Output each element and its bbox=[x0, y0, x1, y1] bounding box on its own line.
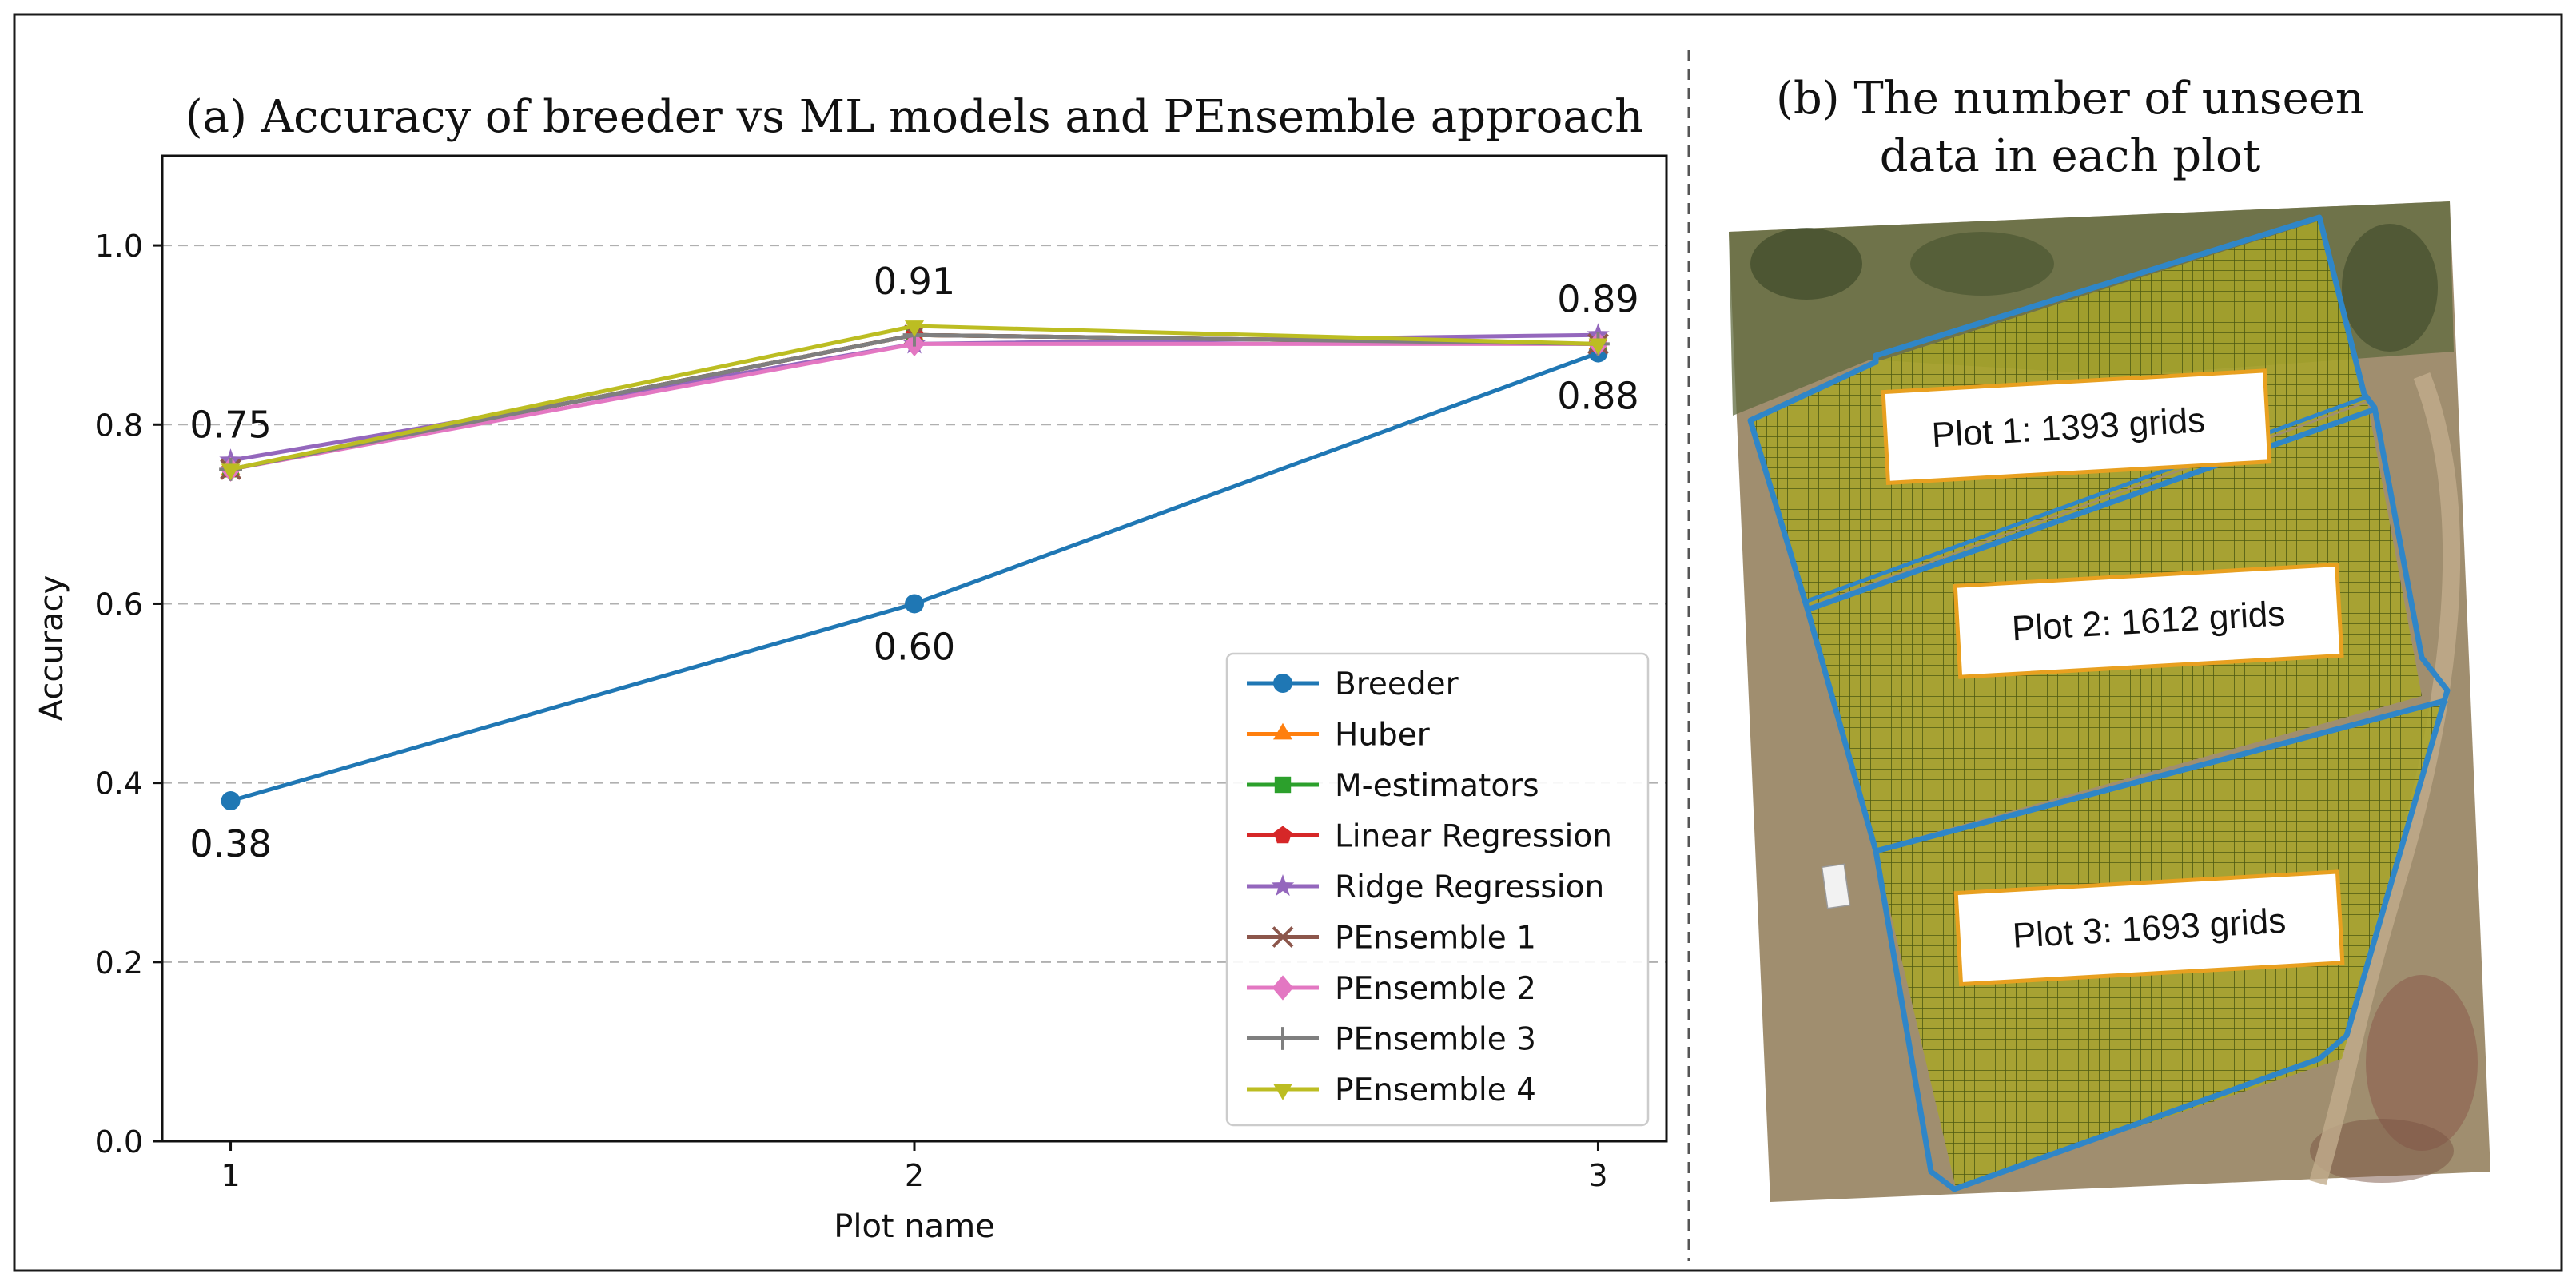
data-label: 0.88 bbox=[1557, 375, 1638, 418]
y-tick-label: 0.4 bbox=[95, 766, 143, 802]
y-axis: 0.0 0.2 0.4 0.6 0.8 1.0 bbox=[95, 229, 162, 1160]
field-divider-2 bbox=[1875, 697, 2448, 854]
data-label: 0.38 bbox=[189, 822, 271, 865]
plot-3-label-box: Plot 3: 1693 grids bbox=[1953, 869, 2345, 987]
x-tick-label: 1 bbox=[221, 1158, 240, 1193]
field-divider-1 bbox=[1806, 407, 2375, 613]
plot-1-label-bg bbox=[1881, 368, 2272, 486]
legend: Breeder Huber M-estimators Linear Regressio… bbox=[1225, 652, 1650, 1127]
x-axis-label: Plot name bbox=[834, 1208, 995, 1245]
plot-2-label-box: Plot 2: 1612 grids bbox=[1953, 562, 2344, 679]
y-tick-label: 0.6 bbox=[95, 587, 143, 622]
legend-label: Ridge Regression bbox=[1335, 869, 1604, 905]
data-label: 0.60 bbox=[874, 625, 955, 668]
panel-b: (b) The number of unseen data in each pl… bbox=[1729, 73, 2490, 1202]
data-point-9-2 bbox=[905, 320, 924, 337]
data-label: 0.89 bbox=[1557, 277, 1638, 320]
shed bbox=[1821, 863, 1851, 909]
legend-label: M-estimators bbox=[1335, 768, 1539, 804]
panel-a: (a) Accuracy of breeder vs ML models and… bbox=[34, 91, 1668, 1245]
x-tick-label: 2 bbox=[905, 1158, 924, 1193]
tree-cluster bbox=[1910, 232, 2054, 296]
soil-patch bbox=[2366, 975, 2478, 1151]
x-tick-label: 3 bbox=[1588, 1158, 1607, 1193]
legend-label: Huber bbox=[1335, 718, 1431, 754]
panel-b-title-line1: (b) The number of unseen bbox=[1776, 73, 2364, 125]
y-tick-label: 1.0 bbox=[95, 229, 143, 264]
data-label: 0.91 bbox=[874, 260, 955, 303]
panel-b-title-line2: data in each plot bbox=[1880, 130, 2261, 182]
field-outline bbox=[1747, 214, 2451, 1192]
legend-marker bbox=[1273, 674, 1292, 693]
data-label: 0.75 bbox=[189, 403, 271, 446]
plot-2-label-bg bbox=[1953, 562, 2344, 679]
y-tick-label: 0.8 bbox=[95, 408, 143, 443]
legend-marker bbox=[1273, 722, 1292, 740]
y-tick-label: 0.2 bbox=[95, 945, 143, 981]
data-annotations: 0.75 0.91 0.89 0.38 0.60 0.88 bbox=[189, 260, 1638, 865]
legend-label: PEnsemble 4 bbox=[1335, 1072, 1536, 1108]
soil-patch bbox=[2310, 1119, 2454, 1183]
aerial-field-image: Plot 1: 1393 grids Plot 2: 1612 grids Pl… bbox=[1729, 201, 2490, 1202]
tree-cluster bbox=[1750, 228, 1862, 300]
plot-3-label-bg bbox=[1953, 869, 2345, 987]
data-point-9-1 bbox=[221, 463, 241, 481]
x-axis: 1 2 3 bbox=[221, 1141, 1608, 1193]
chart-series bbox=[219, 320, 1610, 811]
legend-box bbox=[1225, 652, 1650, 1127]
legend-marker bbox=[1271, 1027, 1295, 1050]
legend-marker bbox=[1272, 926, 1294, 948]
legend-label: PEnsemble 1 bbox=[1335, 921, 1536, 957]
legend-marker bbox=[1273, 826, 1292, 844]
legend-marker bbox=[1272, 975, 1294, 1001]
legend-marker bbox=[1271, 874, 1295, 897]
field-divider-1b bbox=[1806, 395, 2367, 603]
tree-cluster bbox=[2342, 224, 2438, 352]
legend-label: PEnsemble 3 bbox=[1335, 1022, 1536, 1058]
data-point-9-3 bbox=[1588, 338, 1608, 356]
data-point-1-1 bbox=[221, 791, 241, 811]
legend-label: Breeder bbox=[1335, 666, 1459, 702]
legend-label: Linear Regression bbox=[1335, 819, 1612, 855]
legend-marker bbox=[1274, 776, 1292, 794]
legend-marker bbox=[1273, 1084, 1292, 1100]
dirt-road bbox=[2309, 372, 2461, 1185]
legend-label: PEnsemble 2 bbox=[1335, 971, 1536, 1007]
plot-1-label-box: Plot 1: 1393 grids bbox=[1881, 368, 2272, 486]
y-tick-label: 0.0 bbox=[95, 1124, 143, 1160]
y-axis-label: Accuracy bbox=[34, 575, 70, 722]
data-point-1-2 bbox=[905, 594, 924, 614]
panel-a-title: (a) Accuracy of breeder vs ML models and… bbox=[185, 91, 1643, 143]
